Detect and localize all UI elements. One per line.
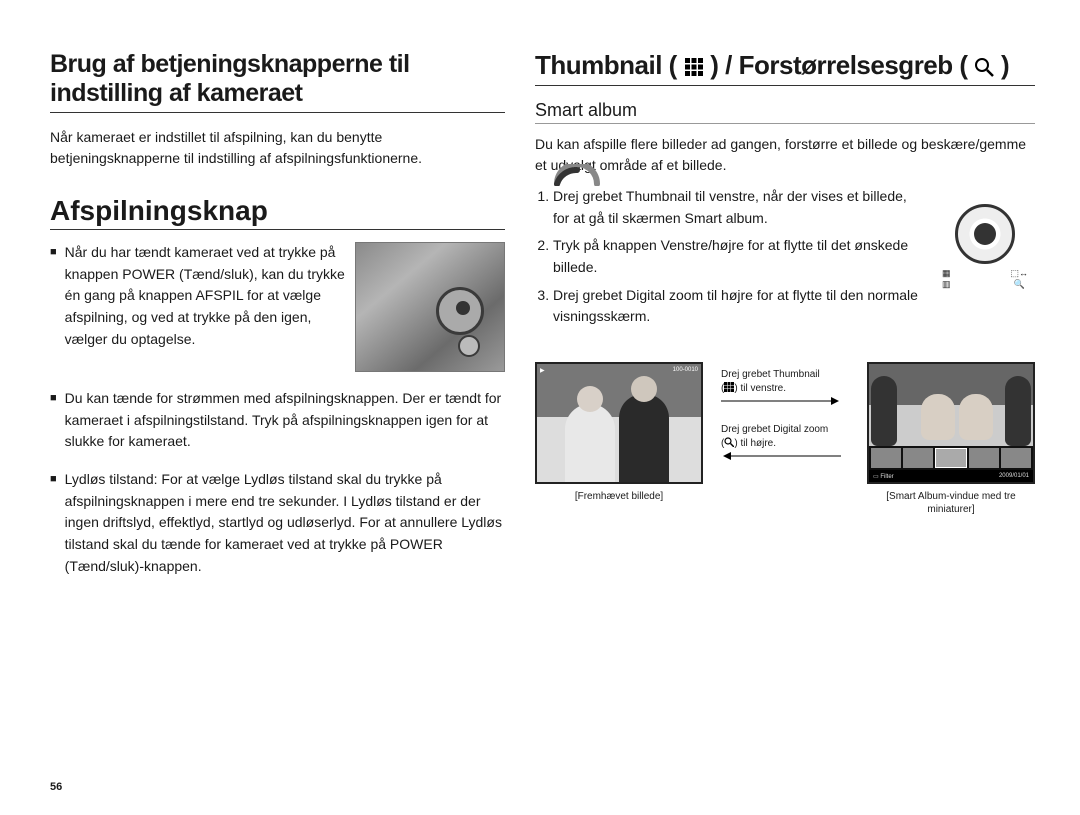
filmstrip xyxy=(869,446,1033,470)
bullet-2: ■ Du kan tænde for strømmen med afspilni… xyxy=(50,388,505,453)
left-title-2: Afspilningsknap xyxy=(50,195,505,230)
bullet-3-label: Lydløs tilstand: xyxy=(65,471,158,487)
screen-smart-album: ▭ Filter 2009/01/01 xyxy=(867,362,1035,484)
preview-highlighted: ▶ 100-0010 [Fremhævet billede] xyxy=(535,362,703,503)
smart-album-heading: Smart album xyxy=(535,100,1035,124)
bullet-2-text: Du kan tænde for strømmen med afspilning… xyxy=(65,388,505,453)
preview-smart-album: ▭ Filter 2009/01/01 [Smart Album-vindue … xyxy=(867,362,1035,516)
filter-label: ▭ Filter xyxy=(873,473,894,480)
arrow-right-icon xyxy=(721,396,841,406)
bullet-1: ■ Når du har tændt kameraet ved at trykk… xyxy=(50,242,505,372)
mid2b: () til højre. xyxy=(721,437,849,451)
page-number: 56 xyxy=(50,781,62,793)
title-post: ) xyxy=(1001,50,1009,80)
bullet-3-text: Lydløs tilstand: For at vælge Lydløs til… xyxy=(65,469,505,577)
caption-2: [Smart Album-vindue med treminiaturer] xyxy=(867,490,1035,516)
file-counter: 100-0010 xyxy=(673,367,698,374)
mid-arrow-labels: Drej grebet Thumbnail () til venstre. Dr… xyxy=(721,362,849,478)
zoom-dial-figure: ▦▥ ⬚↔🔍 xyxy=(935,180,1035,290)
left-title-1: Brug af betjeningsknapperne til indstill… xyxy=(50,50,505,113)
bullet-square-icon: ■ xyxy=(50,242,57,350)
title-pre: Thumbnail ( xyxy=(535,50,677,80)
bullet-square-icon: ■ xyxy=(50,388,57,453)
camera-back-photo xyxy=(355,242,505,372)
preview-row: ▶ 100-0010 [Fremhævet billede] Drej greb… xyxy=(535,362,1035,516)
magnifier-icon xyxy=(974,53,994,73)
bullet-square-icon: ■ xyxy=(50,469,57,577)
zoom-legend-icons: ▦▥ ⬚↔🔍 xyxy=(942,268,1028,290)
mid1a: Drej grebet Thumbnail xyxy=(721,368,849,382)
play-icon: ▶ xyxy=(540,367,545,374)
caption-1: [Fremhævet billede] xyxy=(535,490,703,503)
date-label: 2009/01/01 xyxy=(999,473,1029,479)
right-column: Thumbnail ( ) / Forstørrelsesgreb ( ) Sm… xyxy=(535,50,1035,785)
bullet-1-text: Når du har tændt kameraet ved at trykke … xyxy=(65,242,347,350)
thumbnail-grid-icon xyxy=(684,53,704,73)
bullet-3: ■ Lydløs tilstand: For at vælge Lydløs t… xyxy=(50,469,505,577)
right-intro: Du kan afspille flere billeder ad gangen… xyxy=(535,134,1035,176)
left-intro: Når kameraet er indstillet til afspilnin… xyxy=(50,127,505,169)
step-3: Drej grebet Digital zoom til højre for a… xyxy=(553,285,1035,328)
right-title: Thumbnail ( ) / Forstørrelsesgreb ( ) xyxy=(535,50,1035,86)
left-column: Brug af betjeningsknapperne til indstill… xyxy=(50,50,505,785)
mid2a: Drej grebet Digital zoom xyxy=(721,423,849,437)
title-mid: ) / Forstørrelsesgreb ( xyxy=(710,50,967,80)
screen-highlighted: ▶ 100-0010 xyxy=(535,362,703,484)
mid1b: () til venstre. xyxy=(721,382,849,396)
arrow-left-icon xyxy=(721,451,841,461)
